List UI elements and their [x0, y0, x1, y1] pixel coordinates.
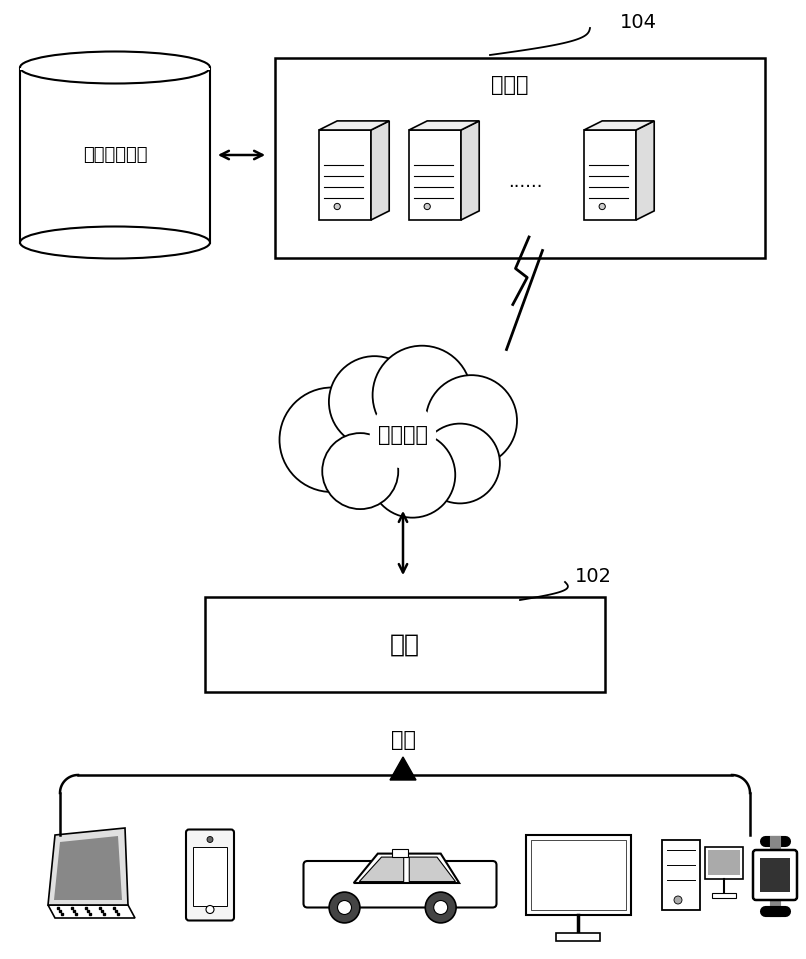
Circle shape	[329, 892, 360, 923]
Bar	[193, 847, 227, 905]
Polygon shape	[584, 121, 654, 130]
Polygon shape	[584, 130, 636, 220]
Text: 104: 104	[620, 12, 657, 32]
FancyBboxPatch shape	[753, 850, 797, 900]
Circle shape	[370, 433, 455, 518]
Polygon shape	[54, 836, 122, 900]
Polygon shape	[461, 121, 480, 220]
Bar	[708, 850, 740, 875]
Circle shape	[599, 203, 605, 210]
Polygon shape	[390, 757, 416, 780]
Circle shape	[206, 905, 214, 914]
Polygon shape	[409, 121, 480, 130]
Bar	[712, 893, 736, 898]
Text: ......: ......	[508, 173, 542, 191]
Text: 102: 102	[575, 568, 612, 587]
Bar	[760, 858, 790, 892]
Circle shape	[338, 901, 351, 915]
Circle shape	[426, 892, 456, 923]
Circle shape	[329, 356, 420, 447]
Polygon shape	[409, 130, 461, 220]
Bar	[556, 933, 600, 941]
Circle shape	[372, 345, 472, 445]
Polygon shape	[636, 121, 654, 220]
Bar	[530, 840, 625, 910]
Polygon shape	[319, 121, 389, 130]
Circle shape	[322, 433, 398, 509]
Bar	[705, 847, 743, 879]
Circle shape	[424, 203, 430, 210]
Bar	[275, 58, 765, 258]
Text: 终端: 终端	[390, 633, 420, 657]
Text: 通信网络: 通信网络	[378, 425, 428, 445]
Bar	[662, 840, 700, 910]
Bar	[526, 835, 630, 915]
Bar	[392, 850, 408, 857]
Polygon shape	[354, 854, 459, 883]
Text: 例如: 例如	[390, 730, 416, 750]
Polygon shape	[371, 121, 389, 220]
Circle shape	[370, 402, 436, 468]
Text: 服务器: 服务器	[491, 75, 529, 95]
FancyBboxPatch shape	[186, 830, 234, 921]
Polygon shape	[20, 67, 210, 69]
Circle shape	[426, 375, 517, 466]
Circle shape	[674, 896, 682, 904]
Circle shape	[420, 424, 500, 503]
Text: 数据存储系统: 数据存储系统	[83, 146, 147, 164]
Polygon shape	[48, 828, 128, 905]
Bar	[205, 597, 605, 692]
Circle shape	[280, 387, 384, 492]
Circle shape	[434, 901, 447, 915]
Polygon shape	[20, 67, 210, 243]
Circle shape	[334, 203, 340, 210]
Polygon shape	[409, 857, 455, 881]
Polygon shape	[319, 130, 371, 220]
Polygon shape	[48, 905, 135, 918]
Circle shape	[207, 836, 213, 843]
Ellipse shape	[20, 226, 210, 259]
FancyBboxPatch shape	[304, 861, 496, 907]
Ellipse shape	[20, 52, 210, 83]
Polygon shape	[359, 857, 404, 881]
